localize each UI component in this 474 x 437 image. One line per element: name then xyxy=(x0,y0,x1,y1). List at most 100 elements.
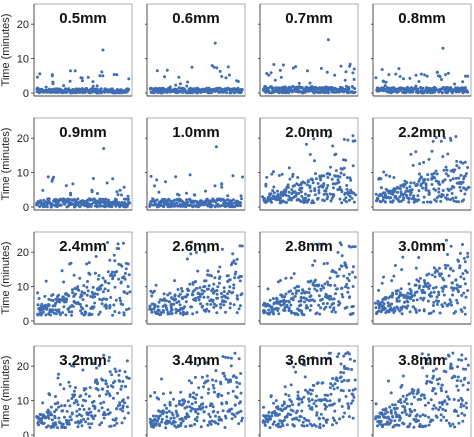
data-point xyxy=(226,356,230,360)
data-point xyxy=(432,171,436,175)
data-point xyxy=(117,311,121,315)
data-point xyxy=(69,418,73,422)
data-point xyxy=(352,265,355,269)
data-point xyxy=(329,295,332,298)
data-point xyxy=(70,313,73,317)
data-point xyxy=(273,409,277,413)
data-point xyxy=(435,302,439,306)
data-point xyxy=(304,196,307,200)
data-point xyxy=(419,296,423,300)
data-point xyxy=(288,177,292,181)
data-point xyxy=(294,65,298,69)
data-point xyxy=(276,189,279,193)
data-point xyxy=(106,241,109,244)
data-point xyxy=(344,191,347,195)
data-point xyxy=(306,179,310,183)
data-point xyxy=(97,274,101,277)
data-point xyxy=(456,365,460,369)
data-point xyxy=(353,139,357,143)
data-point xyxy=(353,275,357,279)
panel-title: 0.9mm xyxy=(59,124,107,141)
data-point xyxy=(36,312,40,316)
data-point xyxy=(176,288,180,291)
data-point xyxy=(125,204,129,208)
data-point xyxy=(178,399,181,403)
data-point xyxy=(209,422,213,426)
data-point xyxy=(229,356,233,360)
data-point xyxy=(236,80,240,83)
data-point xyxy=(205,307,209,311)
panel-title: 0.7mm xyxy=(285,10,333,27)
data-point xyxy=(224,310,227,314)
data-point xyxy=(185,412,189,416)
data-point xyxy=(435,172,439,176)
data-point xyxy=(430,149,434,153)
data-point xyxy=(319,412,323,416)
data-point xyxy=(64,313,68,317)
data-point xyxy=(155,69,159,73)
data-point xyxy=(317,283,321,287)
data-point xyxy=(215,289,219,292)
data-point xyxy=(339,362,343,366)
data-point xyxy=(44,279,48,283)
data-point xyxy=(291,292,295,296)
data-point xyxy=(335,421,339,425)
data-point xyxy=(389,306,393,310)
data-point xyxy=(61,422,65,426)
data-point xyxy=(427,157,431,161)
data-point xyxy=(92,362,95,366)
data-point xyxy=(107,355,111,359)
data-point xyxy=(397,400,400,404)
data-point xyxy=(73,69,77,73)
data-point xyxy=(325,418,329,422)
data-point xyxy=(300,400,304,404)
data-point xyxy=(101,198,105,202)
data-point xyxy=(459,405,463,409)
data-point xyxy=(190,240,194,244)
data-point xyxy=(462,277,466,281)
data-point xyxy=(238,204,242,208)
data-point xyxy=(210,274,213,278)
data-point xyxy=(278,412,281,416)
data-point xyxy=(463,413,467,417)
data-point xyxy=(82,284,86,288)
data-point xyxy=(185,198,188,202)
data-point xyxy=(461,419,465,423)
data-point xyxy=(72,389,76,393)
data-point xyxy=(384,80,388,84)
data-point xyxy=(98,297,102,301)
data-point xyxy=(388,174,392,178)
data-point xyxy=(162,310,165,314)
data-point xyxy=(340,405,344,408)
data-point xyxy=(58,300,62,304)
data-point xyxy=(308,153,312,156)
data-point xyxy=(55,300,59,303)
data-point xyxy=(340,287,344,290)
data-point xyxy=(329,382,333,386)
data-point xyxy=(457,166,461,170)
data-point xyxy=(289,303,293,307)
data-point xyxy=(220,185,224,189)
data-point xyxy=(90,422,94,426)
data-point xyxy=(464,357,468,361)
data-point xyxy=(200,396,204,399)
data-point xyxy=(157,190,161,194)
data-point xyxy=(148,304,152,308)
data-point xyxy=(101,48,105,52)
data-point xyxy=(408,193,412,197)
data-point xyxy=(419,72,423,76)
data-point xyxy=(122,311,126,315)
data-point xyxy=(289,309,293,313)
data-point xyxy=(181,297,184,301)
data-point xyxy=(401,255,405,259)
data-point xyxy=(51,177,55,181)
data-point xyxy=(165,406,168,410)
data-point xyxy=(174,425,178,429)
data-point xyxy=(383,408,387,412)
data-point xyxy=(111,277,115,281)
data-point xyxy=(328,192,332,196)
data-point xyxy=(53,416,57,420)
data-point xyxy=(97,409,101,413)
data-point xyxy=(113,367,117,371)
data-point xyxy=(193,375,197,379)
